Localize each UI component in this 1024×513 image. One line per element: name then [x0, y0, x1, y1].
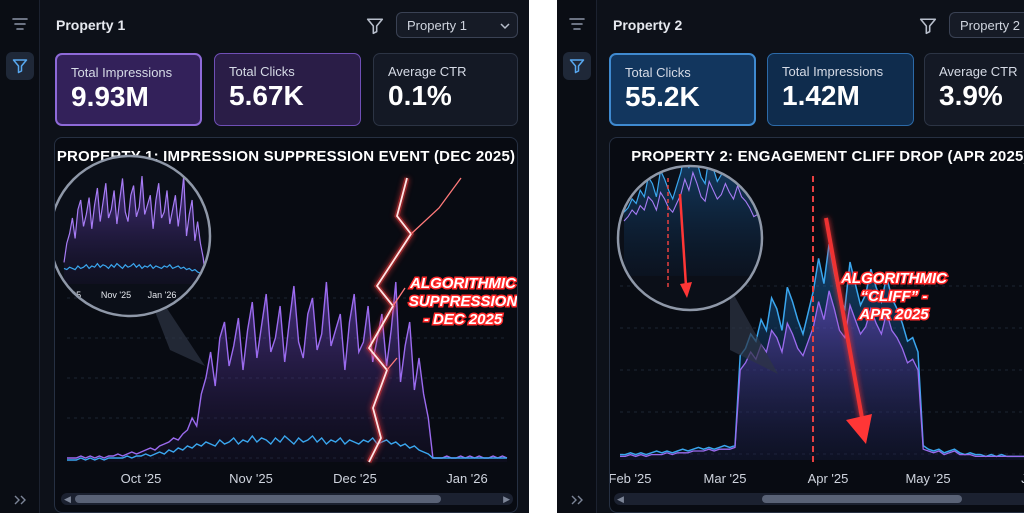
property-select[interactable]: Property 2 [949, 12, 1024, 38]
side-rail [0, 0, 40, 513]
annotation-text: SUPPRESSION [409, 293, 518, 310]
panel-header: Property 2 [613, 10, 1012, 40]
impressions-area [67, 282, 507, 462]
scroll-left-icon[interactable]: ◀ [617, 494, 624, 504]
x-tick-label: Jan '26 [446, 471, 488, 486]
kpi-value: 3.9% [939, 80, 1003, 111]
property-2-panel: Property 2 Property 2 Total Clicks 55.2K… [557, 0, 1024, 513]
chevron-down-icon [500, 23, 510, 30]
x-tick-label: Oct '25 [121, 471, 162, 486]
clicks-line [620, 243, 1024, 458]
kpi-value: 5.67K [229, 80, 304, 111]
zoom-ring [616, 164, 764, 312]
zoom-connector [730, 288, 778, 374]
clicks-line [67, 434, 507, 461]
side-rail [557, 0, 597, 513]
menu-icon[interactable] [563, 10, 591, 38]
x-tick-label: Dec '25 [333, 471, 377, 486]
kpi-label: Total Impressions [71, 65, 173, 80]
x-tick-label: May '25 [905, 471, 950, 486]
filter-icon[interactable] [363, 14, 387, 38]
panel-header: Property 1 [56, 10, 517, 40]
zoom-impressions-line [623, 170, 762, 272]
chart-title: PROPERTY 2: ENGAGEMENT CLIFF DROP (APR 2… [631, 148, 1024, 165]
expand-icon[interactable] [563, 490, 591, 510]
filter-icon[interactable] [916, 14, 940, 38]
lightning-bolt [367, 177, 413, 463]
zoom-lens: Oct '25 Nov '25 Jan '26 [55, 156, 210, 316]
property-select-value: Property 1 [407, 17, 467, 33]
scroll-left-icon[interactable]: ◀ [64, 494, 71, 504]
panel-title: Property 1 [56, 17, 126, 33]
expand-icon[interactable] [6, 490, 34, 510]
chart-svg: Oct '25 Nov '25 Dec '25 Jan '26 ALGORITHMICS… [55, 154, 518, 486]
property-select-value: Property 2 [960, 17, 1020, 33]
x-tick-label: Mar '25 [704, 471, 747, 486]
kpi-label: Total Clicks [229, 64, 295, 79]
cliff-arrow-shaft [824, 217, 864, 419]
kpi-card-total-clicks[interactable]: Total Clicks 55.2K [609, 53, 756, 126]
scrollbar-thumb[interactable] [762, 495, 962, 503]
chart-card: PROPERTY 1: IMPRESSION SUPPRESSION EVENT… [54, 137, 518, 513]
annotation-text: APR 2025 [858, 306, 929, 323]
x-tick-label: Feb '25 [610, 471, 651, 486]
x-tick-label: Ju [1021, 471, 1024, 486]
filter-icon[interactable] [563, 52, 591, 80]
filter-icon[interactable] [6, 52, 34, 80]
horizontal-scrollbar[interactable]: ◀ [614, 493, 1024, 505]
kpi-card-average-ctr[interactable]: Average CTR 0.1% [373, 53, 518, 126]
zoom-arrow-head [680, 282, 692, 298]
kpi-card-total-clicks[interactable]: Total Clicks 5.67K [214, 53, 361, 126]
cliff-arrow-head [846, 414, 872, 444]
annotation-text: “CLIFF” - [861, 288, 928, 305]
impressions-line [620, 290, 1024, 458]
menu-icon[interactable] [6, 10, 34, 38]
chart-card: PROPERTY 2: ENGAGEMENT CLIFF DROP (APR 2… [609, 137, 1024, 513]
kpi-label: Average CTR [939, 64, 1018, 79]
scrollbar-thumb[interactable] [75, 495, 441, 503]
kpi-card-average-ctr[interactable]: Average CTR 3.9% [924, 53, 1024, 126]
horizontal-scrollbar[interactable]: ◀ ▶ [61, 493, 513, 505]
x-tick-label: Apr '25 [808, 471, 849, 486]
zoom-impressions-line [63, 175, 207, 282]
zoom-arrow-shaft [678, 193, 688, 287]
x-tick-label: Nov '25 [229, 471, 273, 486]
scroll-right-icon[interactable]: ▶ [503, 494, 510, 504]
kpi-label: Total Impressions [782, 64, 884, 79]
annotation-text: - DEC 2025 [424, 311, 503, 328]
zoom-tick-label: Mar '25 [625, 302, 655, 312]
zoom-clicks-area [624, 166, 762, 276]
annotation-text: ALGORITHMIC [409, 275, 517, 292]
zoom-tick-label: Nov '25 [101, 290, 131, 300]
zoom-lens: Mar '25 [618, 166, 762, 312]
chart-svg: Feb '25 Mar '25 Apr '25 May '25 Ju ALGORITHMI… [610, 164, 1024, 486]
kpi-card-total-impressions[interactable]: Total Impressions 9.93M [55, 53, 202, 126]
zoom-clicks-line [63, 262, 207, 278]
chart-title: PROPERTY 1: IMPRESSION SUPPRESSION EVENT… [56, 148, 516, 165]
kpi-value: 9.93M [71, 81, 149, 112]
kpi-label: Total Clicks [625, 65, 691, 80]
zoom-impressions-area [64, 176, 206, 284]
property-1-panel: Property 1 Property 1 Total Impressions … [0, 0, 529, 513]
property-select[interactable]: Property 1 [396, 12, 518, 38]
impressions-area [620, 290, 1024, 460]
lightning-branch [386, 177, 462, 371]
kpi-value: 55.2K [625, 81, 700, 112]
panel-title: Property 2 [613, 17, 683, 33]
zoom-ring [55, 154, 212, 318]
zoom-tick-label: Jan '26 [148, 290, 177, 300]
annotation-text: ALGORITHMIC [840, 270, 948, 287]
kpi-card-total-impressions[interactable]: Total Impressions 1.42M [767, 53, 914, 126]
kpi-label: Average CTR [388, 64, 467, 79]
kpi-value: 1.42M [782, 80, 860, 111]
kpi-value: 0.1% [388, 80, 452, 111]
